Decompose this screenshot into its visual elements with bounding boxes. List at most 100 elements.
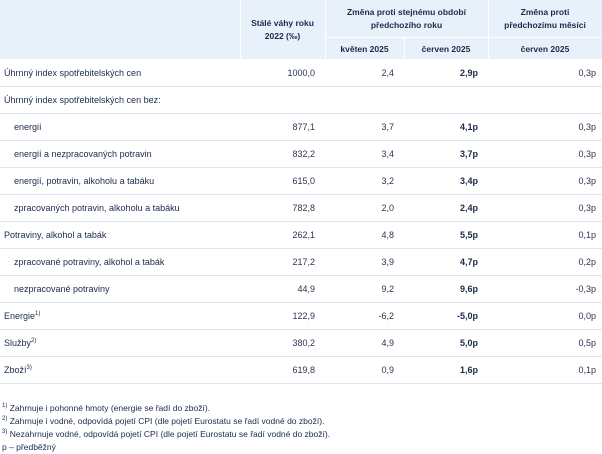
table-row: Energie1) 122,9 -6,2 -5,0p 0,0p (0, 302, 602, 330)
cell-june-2025-yoy: 2,9p (404, 59, 488, 87)
header-blank (0, 0, 241, 59)
footnote: 1) Zahrnuje i pohonné hmoty (energie se … (2, 402, 602, 415)
cell-june-2025-yoy: 5,0p (404, 329, 488, 357)
cell-june-2025-yoy: -5,0p (404, 302, 488, 330)
table-body: Úhrnný index spotřebitelských cen 1000,0 2… (0, 59, 602, 384)
cell-june-2025-yoy: 4,7p (404, 248, 488, 276)
header-june-2025-mom: červen 2025 (488, 37, 602, 59)
row-label: Zboží3) (0, 356, 240, 384)
table-row: Zboží3) 619,8 0,9 1,6p 0,1p (0, 356, 602, 384)
cell-weight: 832,2 (240, 140, 325, 168)
footnotes: 1) Zahrnuje i pohonné hmoty (energie se … (0, 402, 602, 454)
cell-june-2025-mom: 0,3p (488, 194, 602, 222)
row-label: Úhrnný index spotřebitelských cen bez: (0, 86, 240, 114)
row-label-text: nezpracované potraviny (14, 284, 110, 294)
cell-weight: 1000,0 (240, 59, 325, 87)
cpi-table: Stálé váhy roku 2022 (‰) Změna proti ste… (0, 0, 602, 384)
table-header: Stálé váhy roku 2022 (‰) Změna proti ste… (0, 0, 602, 59)
table-row: energií, potravin, alkoholu a tabáku 615,… (0, 167, 602, 195)
cell-weight: 380,2 (240, 329, 325, 357)
row-label-text: Energie (4, 311, 36, 321)
cell-weight: 877,1 (240, 113, 325, 141)
footnote: p – předběžný (2, 441, 602, 454)
cell-june-2025-mom: 0,5p (488, 329, 602, 357)
row-label-text: zpracované potraviny, alkohol a tabák (14, 257, 165, 267)
row-label: energií, potravin, alkoholu a tabáku (0, 167, 240, 195)
cell-june-2025-mom: 0,3p (488, 59, 602, 87)
cell-june-2025-yoy: 4,1p (404, 113, 488, 141)
footnote-text: Nezahrnuje vodné, odpovídá pojetí CPI (d… (7, 429, 331, 439)
footnote: 3) Nezahrnuje vodné, odpovídá pojetí CPI… (2, 428, 602, 441)
cell-june-2025-mom: -0,3p (488, 275, 602, 303)
footnote-ref: 3) (26, 365, 32, 371)
footnote-marker: 1) (2, 403, 8, 410)
cell-june-2025-yoy: 3,7p (404, 140, 488, 168)
cell-may-2025: 3,7 (325, 113, 404, 141)
footnote-text: p – předběžný (2, 442, 56, 452)
cell-may-2025: 4,8 (325, 221, 404, 249)
footnote-marker: 3) (2, 429, 8, 436)
row-label-text: Úhrnný index spotřebitelských cen bez: (4, 95, 161, 105)
table-row: Úhrnný index spotřebitelských cen bez: (0, 86, 602, 114)
cell-may-2025: 3,2 (325, 167, 404, 195)
table-row: Potraviny, alkohol a tabák 262,1 4,8 5,5p 0,… (0, 221, 602, 249)
cell-may-2025 (325, 86, 404, 114)
footnote-marker: 2) (2, 416, 8, 423)
cell-june-2025-mom: 0,0p (488, 302, 602, 330)
table-row: zpracovaných potravin, alkoholu a tabáku… (0, 194, 602, 222)
row-label: Služby2) (0, 329, 240, 357)
cell-june-2025-mom: 0,3p (488, 167, 602, 195)
cell-june-2025-yoy (404, 86, 488, 114)
table-row: Služby2) 380,2 4,9 5,0p 0,5p (0, 329, 602, 357)
row-label: Potraviny, alkohol a tabák (0, 221, 240, 249)
footnote-ref: 1) (35, 311, 41, 317)
cell-weight (240, 86, 325, 114)
cell-may-2025: 9,2 (325, 275, 404, 303)
row-label: energií a nezpracovaných potravin (0, 140, 240, 168)
cell-weight: 615,0 (240, 167, 325, 195)
header-group-month: Změna proti předchozímu měsíci (488, 0, 602, 38)
cell-june-2025-mom: 0,3p (488, 113, 602, 141)
cell-june-2025-mom: 0,1p (488, 356, 602, 384)
footnote-text: Zahrnuje i vodné, odpovídá pojetí CPI (d… (7, 416, 325, 426)
cell-may-2025: 2,4 (325, 59, 404, 87)
cell-june-2025-mom: 0,3p (488, 140, 602, 168)
cell-june-2025-mom: 0,1p (488, 221, 602, 249)
row-label: nezpracované potraviny (0, 275, 240, 303)
cell-june-2025-mom: 0,2p (488, 248, 602, 276)
cell-weight: 217,2 (240, 248, 325, 276)
footnote-ref: 2) (31, 338, 37, 344)
cell-june-2025-yoy: 5,5p (404, 221, 488, 249)
table-row: Úhrnný index spotřebitelských cen 1000,0 2… (0, 59, 602, 87)
cell-may-2025: 0,9 (325, 356, 404, 384)
cell-june-2025-yoy: 2,4p (404, 194, 488, 222)
row-label: Energie1) (0, 302, 240, 330)
cell-may-2025: -6,2 (325, 302, 404, 330)
table-row: zpracované potraviny, alkohol a tabák 217… (0, 248, 602, 276)
row-label-text: energií, potravin, alkoholu a tabáku (14, 176, 155, 186)
row-label: zpracovaných potravin, alkoholu a tabáku (0, 194, 240, 222)
row-label-text: zpracovaných potravin, alkoholu a tabáku (14, 203, 180, 213)
cell-june-2025-yoy: 9,6p (404, 275, 488, 303)
cell-weight: 782,8 (240, 194, 325, 222)
header-group-year: Změna proti stejnému období předchozího … (325, 0, 489, 38)
footnote: 2) Zahrnuje i vodné, odpovídá pojetí CPI… (2, 415, 602, 428)
cell-weight: 619,8 (240, 356, 325, 384)
cell-weight: 122,9 (240, 302, 325, 330)
cell-june-2025-mom (488, 86, 602, 114)
row-label-text: Služby (4, 338, 32, 348)
header-june-2025-yoy: červen 2025 (404, 37, 489, 59)
row-label: zpracované potraviny, alkohol a tabák (0, 248, 240, 276)
cell-may-2025: 3,9 (325, 248, 404, 276)
cell-may-2025: 4,9 (325, 329, 404, 357)
cell-may-2025: 2,0 (325, 194, 404, 222)
row-label-text: Úhrnný index spotřebitelských cen (4, 67, 142, 78)
table-row: nezpracované potraviny 44,9 9,2 9,6p -0,3p (0, 275, 602, 303)
row-label-text: energií (14, 122, 42, 132)
row-label-text: energií a nezpracovaných potravin (14, 149, 152, 159)
cell-may-2025: 3,4 (325, 140, 404, 168)
footnote-text: Zahrnuje i pohonné hmoty (energie se řad… (7, 403, 211, 413)
cell-june-2025-yoy: 3,4p (404, 167, 488, 195)
row-label-text: Zboží (4, 365, 27, 375)
